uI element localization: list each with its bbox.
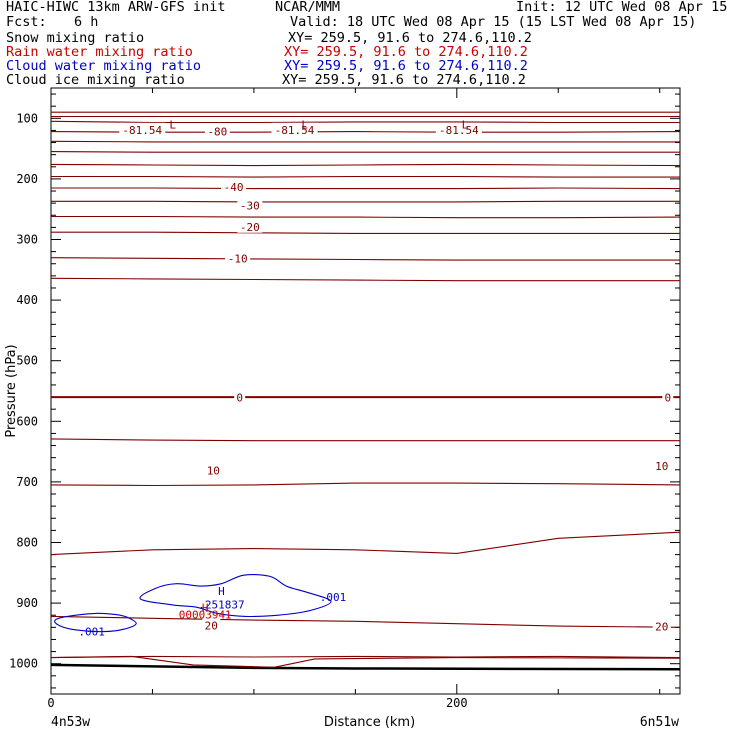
temperature-contour-label: -10 [228,252,248,265]
valid-time: Valid: 18 UTC Wed 08 Apr 15 (15 LST Wed … [290,14,697,30]
cloud-water-level-label: .001 [320,591,347,604]
x-tick-label: 0 [47,696,54,710]
y-tick-label: 800 [16,536,38,550]
temperature-contour [51,215,681,219]
temperature-contour [51,231,680,234]
low-marker: L [169,118,176,131]
temperature-contour-label: 20 [655,621,668,634]
cloud-water-level-label: .001 [78,626,105,639]
temperature-contour [50,140,680,143]
contour-label-bg [652,459,671,473]
contour-label-bg [237,219,263,233]
temperature-contour [50,531,681,556]
forecast-label: Fcst: [6,14,47,30]
left-endpoint-label: 4n53w [51,715,90,730]
temperature-contour-label: -81.54 [439,124,479,137]
init-time: Init: 12 UTC Wed 08 Apr 15 [516,0,728,15]
agency-label: NCAR/MMM [275,0,341,15]
contour-label-bg [652,619,671,633]
y-tick-label: 300 [16,233,38,247]
low-marker: L [301,118,308,131]
y-tick-label: 700 [16,475,38,489]
cloud-water-contour [139,574,332,618]
temperature-contour-label: -30 [240,200,260,213]
temperature-contour-label: 10 [655,460,668,473]
y-tick-label: 900 [16,596,38,610]
contour-label-bg [662,390,674,404]
temperature-contour [50,655,681,659]
forecast-hour: 6 h [74,14,99,30]
contour-label-bg [237,198,263,212]
temperature-contour [50,277,680,282]
contour-label-bg [119,122,166,136]
y-axis-title: Pressure (hPa) [4,344,19,437]
temperature-contour [51,200,680,203]
surface-temperature-contour [50,655,681,668]
low-marker: L [462,118,469,131]
y-tick-label: 400 [16,293,38,307]
contour-label-bg [435,122,482,136]
temperature-contour [50,257,680,261]
x-tick-label: 200 [446,696,468,710]
contour-label-bg [202,618,221,632]
x-axis-title: Distance (km) [324,715,415,730]
y-tick-label: 100 [16,111,38,125]
temperature-contour [50,151,680,153]
cloud-water-max-value: .251837 [198,598,244,611]
plot-frame [50,87,681,695]
cloud-water-contour [54,612,137,633]
contour-label-bg [271,122,318,136]
temperature-contour [50,482,681,487]
y-tick-label: 1000 [9,657,38,671]
field-xy-rain: XY= 259.5, 91.6 to 274.6,110.2 [284,44,528,60]
cloud-water-high-marker: H [218,585,225,598]
contour-label-bg [225,251,251,265]
temperature-contour-label: 20 [205,620,218,633]
temperature-contour-label: -81.54 [275,124,315,137]
contour-label-bg [204,463,223,477]
contour-label-bg [234,390,246,404]
temperature-contour-label: 0 [665,392,672,405]
field-xy-cloud-ice: XY= 259.5, 91.6 to 274.6,110.2 [282,72,526,88]
temperature-contour [51,175,680,178]
y-tick-label: 600 [16,414,38,428]
model-title: HAIC-HIWC 13km ARW-GFS init [6,0,226,15]
field-name-cloud-water: Cloud water mixing ratio [6,58,202,74]
temperature-contour [50,120,680,124]
y-tick-label: 200 [16,172,38,186]
field-name-rain: Rain water mixing ratio [6,44,193,60]
contour-label-bg [204,124,230,138]
plot-header: HAIC-HIWC 13km ARW-GFS init NCAR/MMM Ini… [0,0,740,96]
temperature-contour-label: 0 [236,392,243,405]
field-name-snow: Snow mixing ratio [6,30,145,46]
temperature-contour-label: -81.54 [122,124,162,137]
ground-surface-line [50,663,681,671]
y-tick-label: 500 [16,354,38,368]
field-xy-cloud-water: XY= 259.5, 91.6 to 274.6,110.2 [284,58,528,74]
rain-water-high-marker: H [202,601,209,614]
temperature-contour [50,438,680,442]
temperature-contour [50,615,681,628]
temperature-contour [51,187,681,190]
temperature-contour [50,163,681,167]
contour-label-bg [221,179,247,193]
temperature-contour-label: -80 [207,126,227,139]
temperature-contour-label: 10 [207,464,220,477]
temperature-contour-label: -40 [224,181,244,194]
field-name-cloud-ice: Cloud ice mixing ratio [6,72,185,88]
right-endpoint-label: 6n51w [640,715,679,730]
field-xy-snow: XY= 259.5, 91.6 to 274.6,110.2 [288,30,532,46]
rain-water-max-value: 00003941 [179,609,232,622]
temperature-contour-label: -20 [240,221,260,234]
